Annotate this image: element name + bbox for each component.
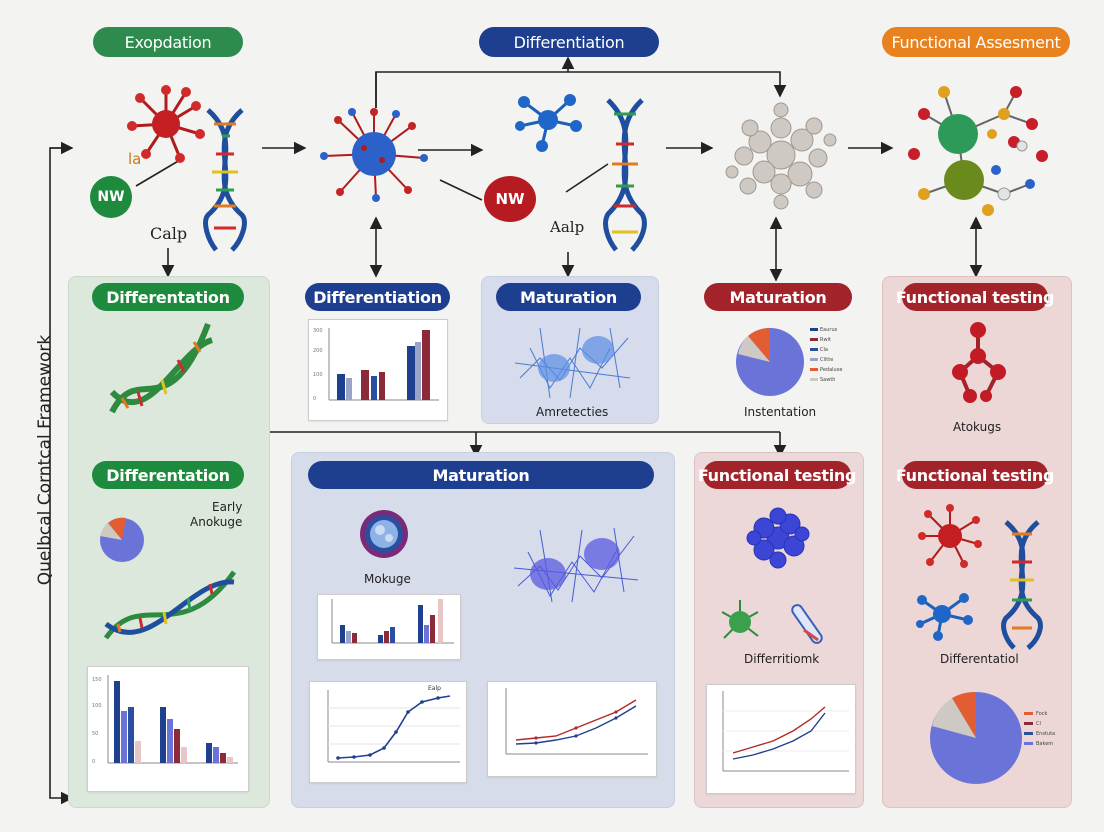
side-framework-label: Quelbcal Corntcal Framework [35,334,55,586]
bar-chart-small: 300 200 100 0 [313,328,439,402]
pill-functional-testing-right: Functional testing [896,461,1054,489]
pill-functional-testing-top: Functional testing [896,283,1054,311]
pill-differentation-lower: Differentation [92,461,244,489]
pill-exopdation: Exopdation [93,27,243,57]
svg-text:Cl: Cl [1036,721,1041,727]
svg-text:Fock: Fock [1036,711,1048,717]
svg-text:Pedaluse: Pedaluse [820,367,842,373]
blue-molecule-icon [515,94,582,152]
aalp-label: Aalp [550,218,585,236]
nw-green-label: NW [97,189,125,205]
complex-molecule-icon [908,86,1048,216]
pill-differentiation-top: Differentiation [479,27,659,57]
blue-sphere-cluster-icon [746,507,810,569]
blue-spiky-cell-icon [320,108,428,202]
pie-chart-small: Eaurus Rwit Cla Clitte Pedaluse Sawth [736,327,842,396]
svg-text:0: 0 [92,759,95,765]
differentatiol-caption: Differentatiol [940,652,1019,666]
blue-molecule-icon [916,593,973,641]
exp-line-chart [722,691,849,772]
svg-text:Sawth: Sawth [820,377,835,383]
svg-text:150: 150 [92,677,102,683]
pill-maturation-red: Maturation [704,283,852,311]
mokuge-caption: Mokuge [364,572,411,586]
atokugs-caption: Atokugs [953,420,1002,434]
pie-chart-large: Fock Cl Enstuta Bakem [930,691,1055,784]
nw-green-circle: NW [90,176,132,218]
pill-functional-assesment: Functional Assesment [882,27,1070,57]
pill-differentiation-mid: Differentiation [305,283,450,311]
nw-red-circle: NW [484,176,536,222]
svg-text:Clitte: Clitte [820,357,833,363]
differritiomk-caption: Differritiomk [744,652,820,666]
bar-chart-card: 300 200 100 0 [308,319,448,421]
svg-text:100: 100 [313,372,323,378]
bar-chart-lower-left: 150 100 50 0 [87,666,249,792]
svg-text:0: 0 [313,396,316,402]
pill-maturation: Maturation [496,283,641,311]
red-spiky-cell-icon [918,504,982,568]
pill-differentation: Differentation [92,283,244,311]
dna-helix-icon [203,108,247,252]
ealp-mini-label: Ealp [428,685,441,692]
red-spiky-molecule-icon [127,85,205,163]
sigmoid-line-chart: Ealp [327,685,460,763]
nw-red-label: NW [495,190,525,208]
svg-text:Rwit: Rwit [820,337,831,343]
line-chart-functional [706,684,856,794]
dna-double-helix-icon [103,570,237,640]
grey-particle-cluster-icon [725,102,837,210]
svg-text:300: 300 [313,328,323,334]
svg-text:Cla: Cla [820,347,828,353]
protein-network-icon-large [513,527,639,603]
test-tube-icon [791,604,823,644]
calp-label: Calp [150,224,188,243]
dual-line-chart [505,688,648,755]
svg-text:200: 200 [313,348,323,354]
la-label: la [128,150,142,168]
green-dna-icon [109,322,214,414]
dna-helix-icon [1001,520,1043,650]
svg-text:50: 50 [92,731,98,737]
line-chart-center-left: Ealp [309,681,467,783]
svg-text:Eaurus: Eaurus [820,327,838,333]
line-chart-center-right [487,681,657,777]
protein-network-icon [514,327,631,399]
round-protein-icon [360,510,408,558]
bar-chart-grouped: 150 100 50 0 [92,675,238,765]
svg-text:100: 100 [92,703,102,709]
amretecties-caption: Amretecties [536,405,609,419]
dna-helix-icon [603,98,647,252]
svg-text:Enstuta: Enstuta [1036,731,1055,737]
pill-maturation-center: Maturation [308,461,654,489]
bar-chart-center [317,594,461,660]
bar-chart-center-svg [331,599,454,644]
instentation-caption: Instentation [744,405,817,419]
svg-text:Bakem: Bakem [1036,741,1053,747]
pie-chart-mini [100,517,144,562]
pill-functional-testing-center: Functional testing [698,461,856,489]
red-molecule-icon [952,322,1006,403]
green-cell-icon [721,600,759,639]
early-anokuge-caption: Early Anokuge [190,500,243,529]
